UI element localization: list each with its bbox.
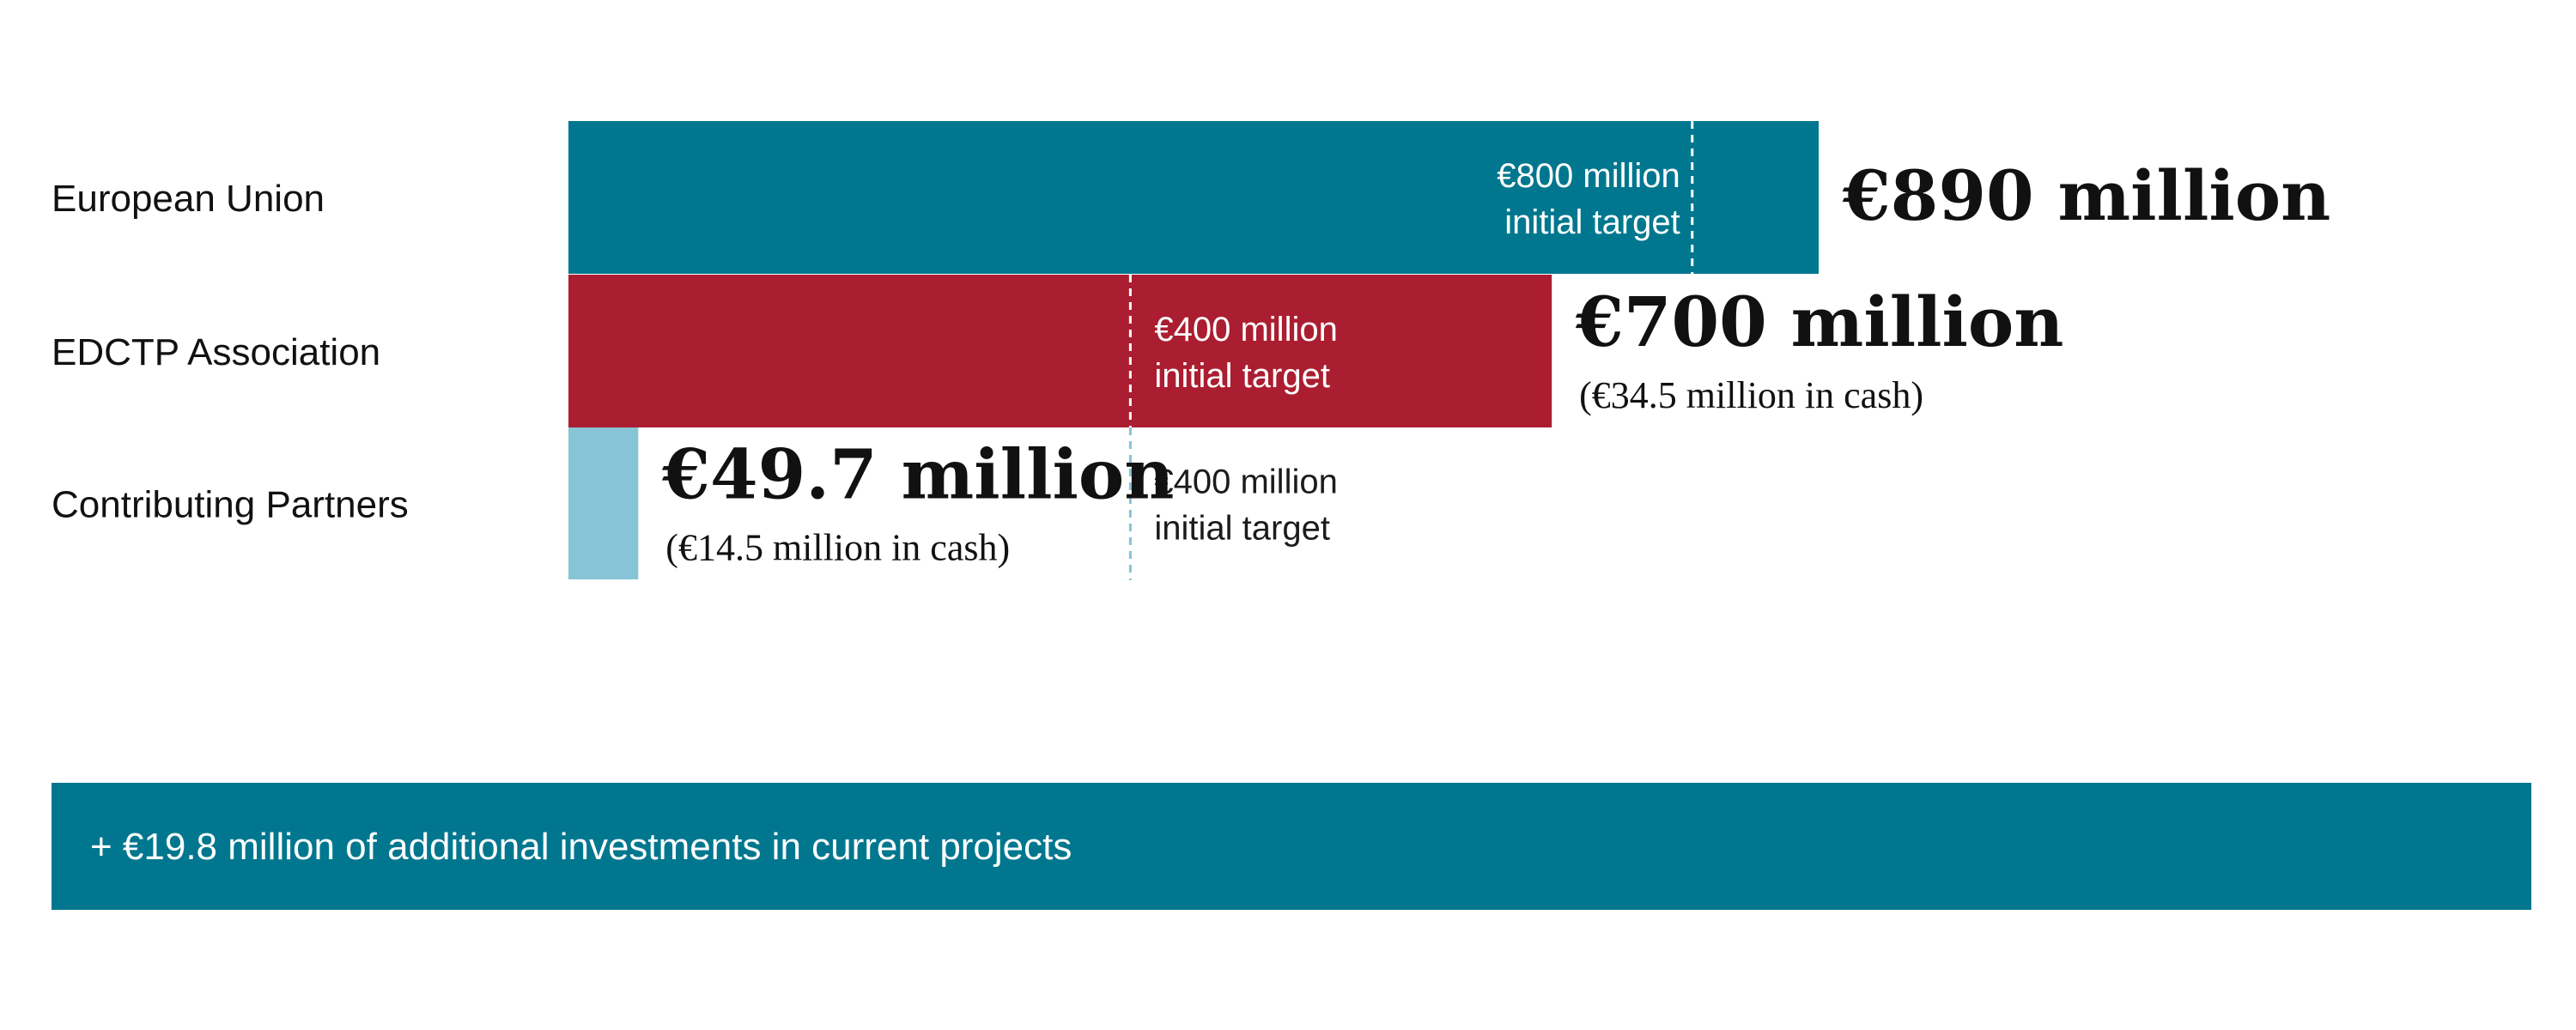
category-label-contributing-partners: Contributing Partners xyxy=(52,484,409,526)
bars xyxy=(568,121,1819,579)
target-label-contributing-partners-line-1: €400 million xyxy=(1154,464,1337,501)
sub-label-edctp-association: (€34.5 million in cash) xyxy=(1579,374,1923,416)
target-label-contributing-partners-line-2: initial target xyxy=(1154,510,1330,548)
sub-label-contributing-partners: (€14.5 million in cash) xyxy=(665,527,1010,569)
banner-background xyxy=(52,783,2531,910)
value-label-contributing-partners: €49.7 million xyxy=(661,434,1174,515)
target-label-european-union-line-2: initial target xyxy=(1504,203,1680,241)
additional-investments-banner: + €19.8 million of additional investment… xyxy=(52,783,2531,910)
target-markers: €800 million initial target €400 million in… xyxy=(1128,121,1694,580)
value-label-edctp-association: €700 million xyxy=(1575,282,2063,362)
bar-contributing-partners xyxy=(568,427,639,579)
category-label-european-union: European Union xyxy=(52,178,325,220)
value-labels: €890 million €700 million (€34.5 million i… xyxy=(661,155,2330,569)
target-label-edctp-association-line-2: initial target xyxy=(1154,357,1330,395)
target-label-european-union-line-1: €800 million xyxy=(1497,157,1680,195)
bar-edctp-association xyxy=(568,275,1552,427)
category-labels: European Union EDCTP Association Contribut… xyxy=(52,178,409,526)
value-label-european-union: €890 million xyxy=(1842,155,2330,236)
bar-european-union xyxy=(568,121,1819,274)
target-label-edctp-association-line-1: €400 million xyxy=(1154,311,1337,348)
category-label-edctp-association: EDCTP Association xyxy=(52,331,380,373)
banner-text: + €19.8 million of additional investment… xyxy=(90,826,1072,868)
